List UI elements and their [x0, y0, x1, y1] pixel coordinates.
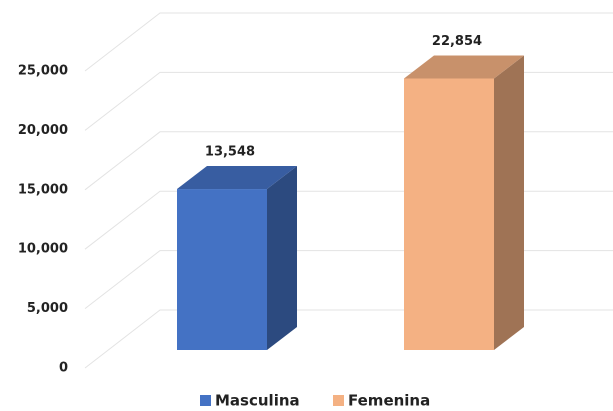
bar-side — [494, 55, 524, 351]
bar-top — [177, 166, 297, 190]
y-tick-label: 0 — [59, 361, 68, 376]
bar-top — [404, 55, 524, 79]
legend-label: Masculina — [215, 392, 300, 410]
bar — [177, 189, 267, 350]
grid-line — [84, 12, 613, 72]
y-tick-label: 25,000 — [18, 64, 68, 79]
grid-line — [84, 250, 613, 309]
bar-side — [267, 166, 297, 350]
y-tick-label: 10,000 — [18, 242, 68, 257]
data-label: 13,548 — [205, 145, 255, 160]
bar — [404, 78, 494, 350]
y-tick-label: 5,000 — [27, 301, 68, 316]
y-tick-label: 15,000 — [18, 182, 68, 197]
y-tick-label: 20,000 — [18, 123, 68, 138]
grid-line — [84, 71, 613, 131]
grid-line — [84, 309, 613, 369]
data-label: 22,854 — [432, 34, 482, 49]
grid-line — [84, 190, 613, 250]
grid-line — [84, 131, 613, 191]
legend-swatch — [333, 395, 344, 406]
legend-swatch — [200, 395, 211, 406]
legend-label: Femenina — [348, 392, 430, 410]
